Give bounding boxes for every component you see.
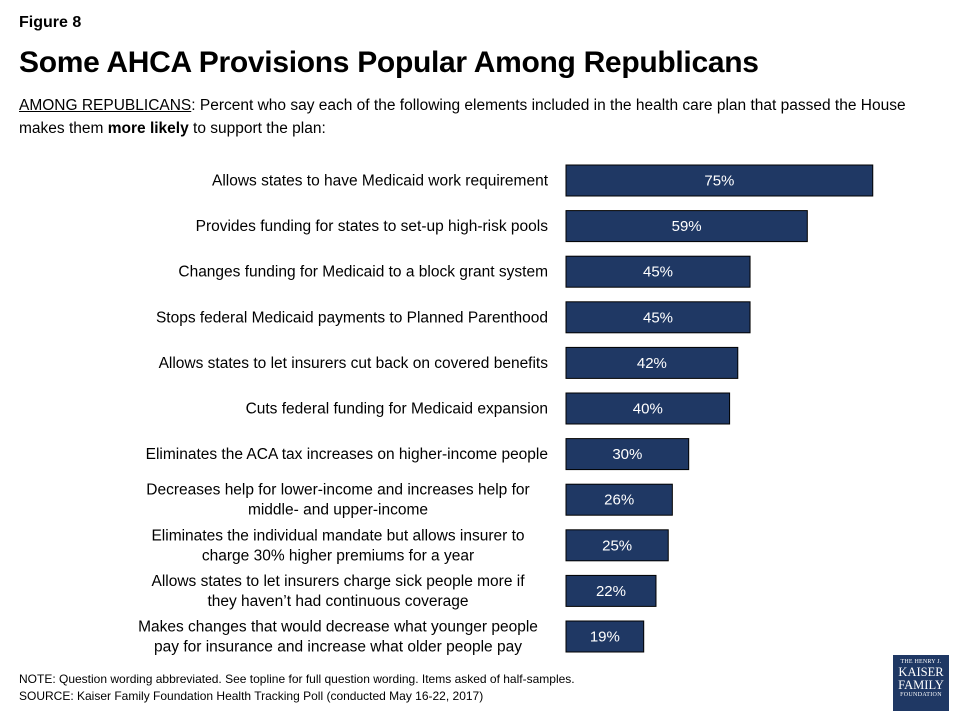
- bar-value-label: 40%: [633, 401, 663, 418]
- category-label: Decreases help for lower-income and incr…: [146, 482, 529, 519]
- bar: [565, 255, 751, 288]
- bar: [565, 529, 669, 562]
- category-label: Provides funding for states to set-up hi…: [196, 218, 549, 235]
- bar-value-label: 45%: [643, 309, 673, 326]
- bar-value-label: 42%: [637, 355, 667, 372]
- category-label: Changes funding for Medicaid to a block …: [178, 264, 548, 281]
- bar: [565, 301, 751, 334]
- bar-value-label: 25%: [602, 537, 632, 554]
- footer: NOTE: Question wording abbreviated. See …: [19, 671, 575, 705]
- footer-source: SOURCE: Kaiser Family Foundation Health …: [19, 689, 484, 703]
- category-label: Allows states to let insurers charge sic…: [151, 573, 525, 610]
- category-label: Allows states to have Medicaid work requ…: [212, 173, 549, 190]
- bar: [565, 438, 690, 471]
- bar-value-label: 75%: [704, 173, 734, 190]
- chart-subtitle: AMONG REPUBLICANS: Percent who say each …: [19, 94, 944, 140]
- category-label: Eliminates the ACA tax increases on high…: [146, 446, 548, 463]
- bar: [565, 483, 673, 516]
- bar: [565, 574, 657, 607]
- bar: [565, 620, 645, 653]
- footer-note: NOTE: Question wording abbreviated. See …: [19, 672, 575, 686]
- bar-value-label: 30%: [612, 446, 642, 463]
- category-label: Eliminates the individual mandate but al…: [151, 527, 524, 564]
- bar-value-label: 19%: [590, 629, 620, 646]
- subtitle-text-2: to support the plan:: [188, 120, 326, 137]
- bar: [565, 392, 731, 425]
- kff-logo: THE HENRY J. KAISER FAMILY FOUNDATION: [893, 655, 949, 711]
- bar-value-label: 22%: [596, 583, 626, 600]
- bar: [565, 164, 874, 197]
- bar-chart: 75% Allows states to have Medicaid work r…: [138, 164, 874, 656]
- subtitle-text-1: : Percent who say each of the following …: [19, 97, 906, 137]
- chart-title: Some AHCA Provisions Popular Among Repub…: [19, 46, 759, 79]
- bar-value-label: 26%: [604, 492, 634, 509]
- category-label: Makes changes that would decrease what y…: [138, 619, 538, 656]
- bar: [565, 210, 808, 243]
- subtitle-emphasis: more likely: [107, 120, 189, 137]
- bar-value-label: 45%: [643, 264, 673, 281]
- bar: [565, 346, 739, 379]
- category-label: Cuts federal funding for Medicaid expans…: [246, 401, 548, 418]
- category-label: Stops federal Medicaid payments to Plann…: [156, 309, 548, 326]
- bar-value-label: 59%: [672, 218, 702, 235]
- subtitle-lead: AMONG REPUBLICANS: [19, 97, 192, 114]
- category-label: Allows states to let insurers cut back o…: [159, 355, 549, 372]
- figure-label: Figure 8: [19, 14, 82, 31]
